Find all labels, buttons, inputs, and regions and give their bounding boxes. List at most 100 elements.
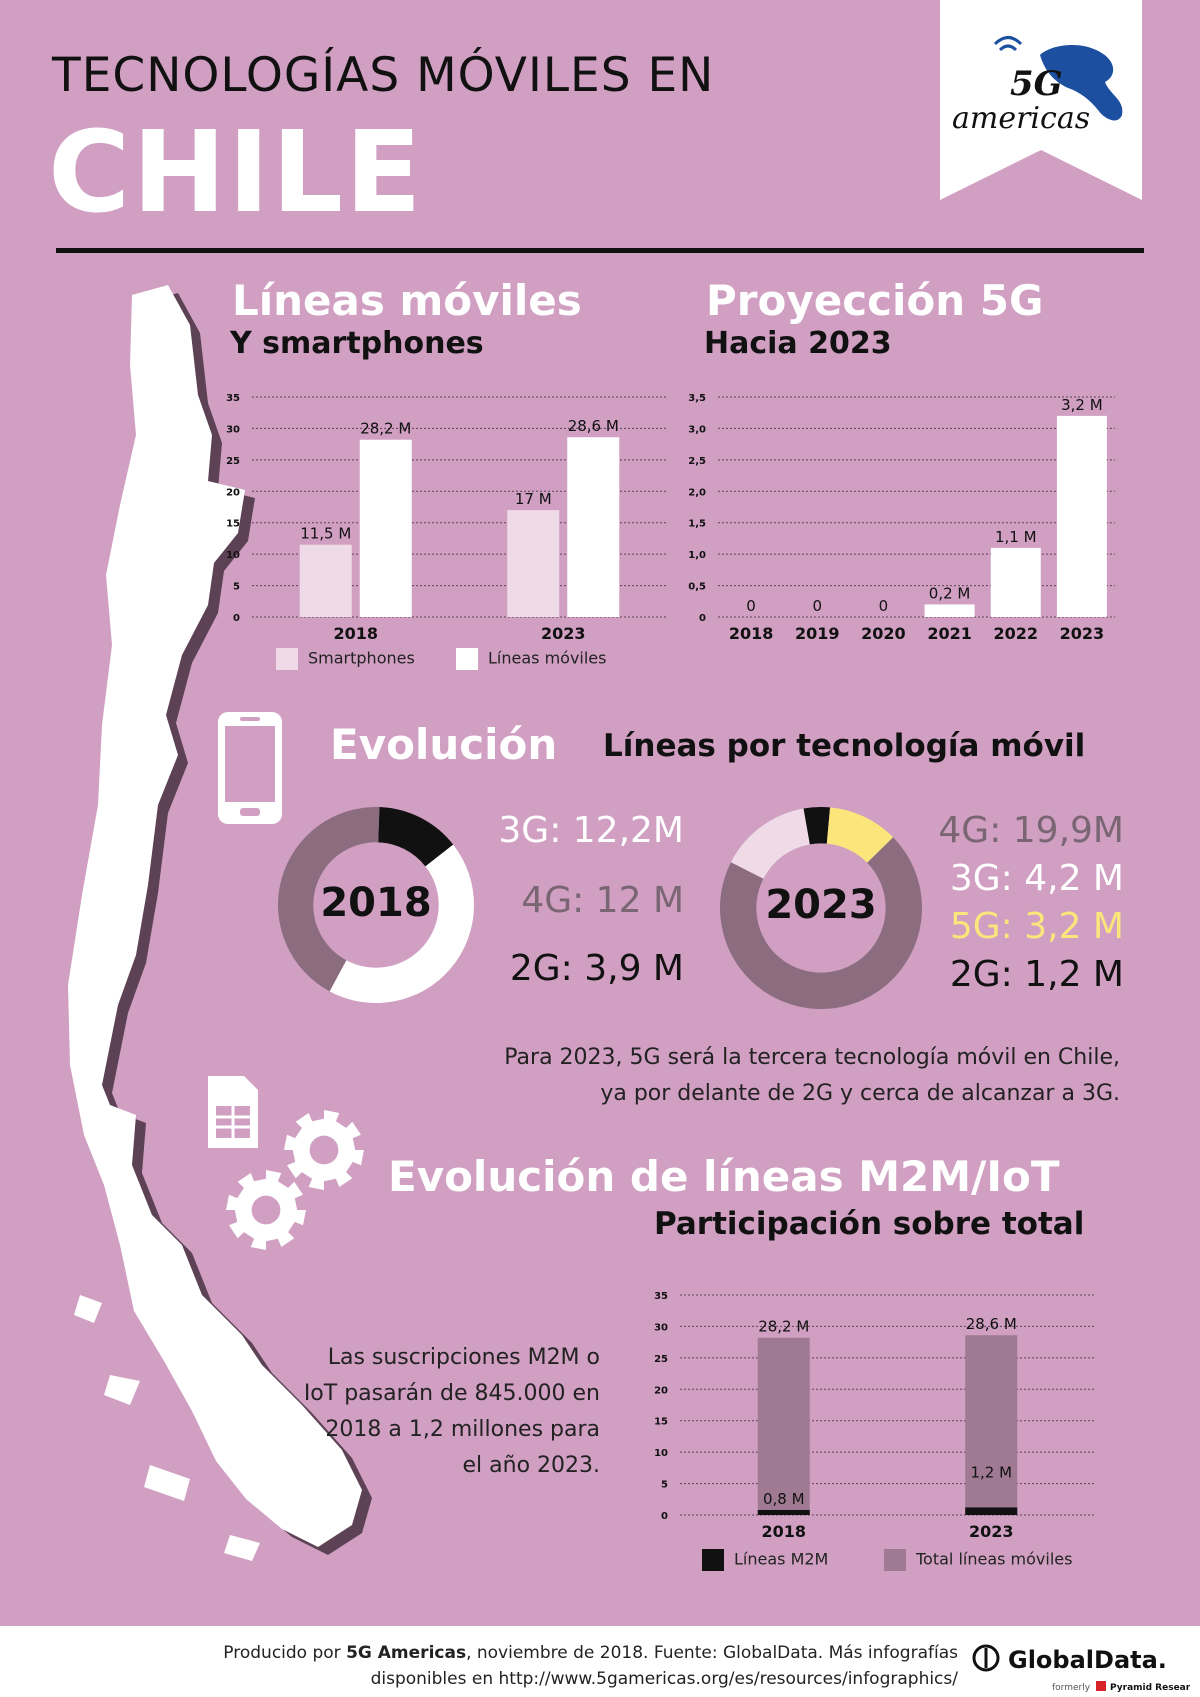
lines-smartphones-chart: 0 5 10 15 20 25 30 35 11,5 M 28,2 M 2018 17 M 28,6 M… [226, 393, 667, 643]
legend-mobile-lines: Líneas móviles [456, 648, 606, 670]
chart2-x-tick: 2019 [795, 624, 840, 643]
chart2-x-tick: 2023 [1060, 624, 1105, 643]
globaldata-formerly: formerly [1052, 1683, 1091, 1693]
chart2-bar [990, 547, 1041, 617]
chart3-y-tick: 10 [654, 1448, 668, 1459]
chart1-y-tick: 35 [226, 393, 240, 404]
chart2-data-label: 3,2 M [1061, 396, 1103, 414]
chart1-data-label: 28,2 M [360, 420, 411, 438]
footer-line1-rest: , noviembre de 2018. Fuente: GlobalData.… [466, 1643, 958, 1663]
donut2018-slice-4g [278, 807, 380, 992]
legend-swatch-mobile-lines [456, 648, 478, 670]
chart1-y-tick: 20 [226, 487, 240, 498]
legend-label-mobile-lines: Líneas móviles [488, 648, 607, 668]
chart3-y-tick: 35 [654, 1291, 668, 1302]
chart3-y-tick: 20 [654, 1385, 668, 1396]
chart3-bar-m2m [757, 1509, 810, 1515]
footer-prefix: Producido por [223, 1643, 347, 1663]
chart3-y-tick: 15 [654, 1417, 668, 1428]
footer-link[interactable]: disponibles en http://www.5gamericas.org… [370, 1669, 958, 1689]
donut-2023-label-4g: 4G: 19,9M [938, 810, 1124, 851]
footer: Producido por 5G Americas, noviembre de … [0, 1626, 1200, 1697]
m2m-subtitle: Participación sobre total [654, 1206, 1085, 1242]
chart1-bar [567, 437, 620, 617]
chart1-bar [299, 544, 352, 617]
chart1-y-tick: 15 [226, 519, 240, 530]
legend-swatch-total-lines [884, 1549, 906, 1571]
donut2023-slice-5g [826, 807, 894, 863]
donut-2023-label-2g: 2G: 1,2 M [949, 954, 1124, 995]
chart2-x-tick: 2022 [993, 624, 1038, 643]
chart1-bar [359, 439, 412, 617]
5g-section-title: Proyección 5G [706, 276, 1044, 325]
chart2-y-tick: 1,0 [688, 550, 706, 561]
chart3-data-label-m2m: 0,8 M [763, 1490, 805, 1508]
chart2-y-tick: 0 [699, 613, 706, 624]
smartphone-icon [218, 712, 282, 824]
donut-2023-label-5g: 5G: 3,2 M [949, 906, 1124, 947]
chart1-y-tick: 30 [226, 424, 240, 435]
chart3-y-tick: 25 [654, 1354, 668, 1365]
chart2-bar [1056, 415, 1107, 617]
globaldata-pyramid: Pyramid Research [1110, 1683, 1190, 1693]
legend-label-m2m: Líneas M2M [734, 1549, 829, 1569]
chart3-x-tick: 2018 [761, 1522, 806, 1540]
gears-icon [226, 1110, 364, 1250]
donut2018-slice-3g [329, 844, 474, 1003]
sim-card-icon [208, 1076, 258, 1148]
logo-5g-text: 5G [1010, 64, 1063, 104]
chart3-data-label-m2m: 1,2 M [970, 1463, 1012, 1481]
chart2-data-label: 0 [812, 597, 822, 615]
page-title-line1: TECNOLOGÍAS MÓVILES EN [52, 48, 715, 103]
5g-americas-logo: 5G americas [940, 0, 1142, 200]
chart3-bar-total [757, 1337, 810, 1515]
m2m-title: Evolución de líneas M2M/IoT [388, 1152, 1060, 1201]
chart1-y-tick: 25 [226, 456, 240, 467]
chart2-y-tick: 2,0 [688, 487, 706, 498]
donut-2023-center-label: 2023 [765, 882, 877, 928]
chart3-bar-m2m [965, 1507, 1018, 1515]
footer-brand: 5G Americas [346, 1643, 467, 1663]
evolution-note: Para 2023, 5G será la tercera tecnología… [504, 1045, 1120, 1106]
gear-hole [309, 1135, 339, 1165]
legend-swatch-m2m [702, 1549, 724, 1571]
chart1-data-label: 17 M [515, 490, 552, 508]
lines-section-title: Líneas móviles [232, 276, 582, 325]
chart1-data-label: 28,6 M [568, 417, 619, 435]
chart2-data-label: 1,1 M [995, 528, 1037, 546]
gear-hole [251, 1195, 281, 1225]
legend-swatch-smartphones [276, 648, 298, 670]
donut2018-slice-2g [378, 807, 454, 867]
legend-label-smartphones: Smartphones [308, 648, 415, 668]
chart2-y-tick: 3,5 [688, 393, 706, 404]
5g-section-subtitle: Hacia 2023 [704, 326, 892, 361]
legend-label-total-lines: Total líneas móviles [916, 1549, 1073, 1569]
chile-map-icon [68, 285, 372, 1561]
chart1-data-label: 11,5 M [300, 525, 351, 543]
page-title-country: CHILE [48, 108, 424, 238]
donut2023-slice-2g [803, 807, 831, 845]
chart2-y-tick: 1,5 [688, 519, 706, 530]
chart3-bar-total [965, 1335, 1018, 1515]
chart1-y-tick: 10 [226, 550, 240, 561]
chart2-y-tick: 2,5 [688, 456, 706, 467]
donut-2018-label-4g: 4G: 12 M [521, 880, 684, 921]
chart2-data-label: 0 [879, 597, 889, 615]
donut-chart-2023 [720, 807, 922, 1009]
chart2-bar [924, 604, 975, 617]
chart3-data-label-total: 28,6 M [966, 1315, 1017, 1333]
globaldata-name: GlobalData. [1008, 1646, 1167, 1674]
chart3-y-tick: 0 [661, 1511, 668, 1522]
header-divider [56, 248, 1144, 253]
chart2-data-label: 0,2 M [929, 584, 971, 602]
chart2-x-tick: 2021 [927, 624, 972, 643]
chart1-x-tick: 2018 [333, 624, 378, 643]
legend-m2m: Líneas M2M [702, 1549, 828, 1571]
donut-chart-2018 [278, 807, 474, 1003]
chart2-y-tick: 0,5 [688, 582, 706, 593]
chart2-data-label: 0 [746, 597, 756, 615]
donut-2018-label-2g: 2G: 3,9 M [509, 948, 684, 989]
donut-2023-label-3g: 3G: 4,2 M [949, 858, 1124, 899]
chart2-x-tick: 2020 [861, 624, 906, 643]
chart3-data-label-total: 28,2 M [758, 1318, 809, 1336]
